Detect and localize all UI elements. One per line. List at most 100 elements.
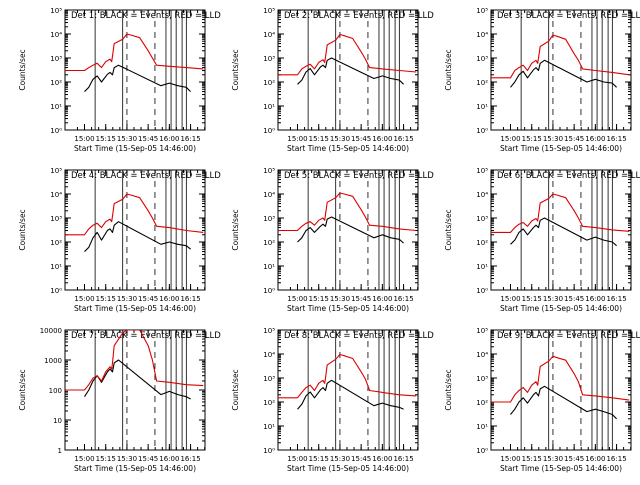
y-axis-label: Counts/sec [444,369,453,410]
y-tick-label: 10⁵ [476,7,488,15]
x-tick-label: 15:30 [117,295,137,303]
y-tick-label: 10³ [263,55,275,63]
x-tick-label: 16:00 [159,135,179,143]
x-tick-label: 16:15 [180,295,200,303]
y-tick-label: 10¹ [263,423,275,431]
x-tick-label: 15:30 [543,455,563,463]
y-tick-label: 10² [476,79,488,87]
series-line-events [297,379,404,410]
x-tick-label: 15:45 [138,135,158,143]
series-line-lld [491,193,630,233]
x-tick-label: 15:15 [96,455,116,463]
chart-panel-2: Det 2: BLACK = Events, RED = LLD 10⁰ 10¹ 10… [231,7,434,153]
y-tick-label: 10⁰ [476,127,488,135]
series-line-events [84,359,191,400]
y-tick-label: 1000 [44,357,62,365]
x-tick-label: 15:45 [564,135,584,143]
y-axis-label: Counts/sec [18,209,27,250]
y-tick-label: 10⁵ [50,7,62,15]
y-tick-label: 1 [58,447,62,455]
y-tick-label: 10⁰ [263,287,275,295]
x-tick-label: 16:00 [372,295,392,303]
y-tick-label: 10³ [50,55,62,63]
series-line-events [510,59,617,88]
y-axis-label: Counts/sec [18,49,27,90]
y-tick-label: 10⁴ [476,191,488,199]
x-tick-label: 15:00 [500,295,520,303]
series-line-lld [491,34,630,79]
x-tick-label: 15:15 [522,295,542,303]
series-line-events [510,217,617,247]
y-axis-label: Counts/sec [444,49,453,90]
x-tick-label: 15:00 [74,295,94,303]
x-tick-label: 16:00 [372,455,392,463]
chart-title: Det 2: BLACK = Events, RED = LLD [284,11,434,21]
y-tick-label: 100 [49,387,62,395]
x-axis-label: Start Time (15-Sep-05 14:46:00) [287,144,409,153]
axes-frame [490,329,632,451]
y-tick-label: 10 [53,417,62,425]
chart-title: Det 7: BLACK = Events, RED = LLD [71,331,221,341]
x-axis-label: Start Time (15-Sep-05 14:46:00) [74,464,196,473]
x-tick-label: 15:00 [500,135,520,143]
x-axis-label: Start Time (15-Sep-05 14:46:00) [74,144,196,153]
x-tick-label: 15:30 [543,135,563,143]
x-tick-label: 16:00 [585,295,605,303]
y-tick-label: 10000 [40,327,62,335]
x-tick-label: 16:00 [159,295,179,303]
data-layer [491,170,630,290]
y-tick-label: 10⁰ [476,287,488,295]
data-layer [278,170,417,290]
x-tick-label: 16:15 [180,455,200,463]
y-tick-label: 10³ [263,215,275,223]
chart-title: Det 9: BLACK = Events, RED = LLD [497,331,640,341]
data-layer [278,330,417,450]
y-tick-label: 10⁴ [263,351,275,359]
chart-title: Det 8: BLACK = Events, RED = LLD [284,331,434,341]
x-tick-label: 16:15 [393,455,413,463]
x-tick-label: 16:15 [606,135,626,143]
chart-panel-5: Det 5: BLACK = Events, RED = LLD 10⁰ 10¹ 10… [231,167,434,313]
data-layer [491,330,630,450]
x-tick-label: 15:00 [74,455,94,463]
x-axis-label: Start Time (15-Sep-05 14:46:00) [287,464,409,473]
chart-panel-1: Det 1: BLACK = Events, RED = LLD 10⁰ 10¹ 10… [18,7,221,153]
series-line-events [297,216,404,244]
y-axis-label: Counts/sec [231,209,240,250]
x-tick-label: 15:30 [117,455,137,463]
y-tick-label: 10⁵ [50,167,62,175]
x-tick-label: 15:15 [309,295,329,303]
data-layer [491,10,630,130]
y-tick-label: 10³ [476,375,488,383]
y-tick-label: 10⁴ [263,191,275,199]
x-tick-label: 16:15 [180,135,200,143]
series-line-lld [278,192,417,232]
x-tick-label: 15:15 [309,135,329,143]
y-tick-label: 10³ [476,215,488,223]
x-tick-label: 15:45 [564,455,584,463]
y-axis-label: Counts/sec [231,369,240,410]
series-line-events [84,64,191,92]
chart-title: Det 1: BLACK = Events, RED = LLD [71,11,221,21]
series-line-events [510,385,617,420]
y-tick-label: 10⁴ [476,31,488,39]
x-tick-label: 15:15 [309,455,329,463]
y-tick-label: 10¹ [476,423,488,431]
x-tick-label: 15:15 [522,135,542,143]
x-tick-label: 15:30 [117,135,137,143]
chart-panel-9: Det 9: BLACK = Events, RED = LLD 10⁰ 10¹ 10… [444,327,640,473]
axes-frame [277,329,419,451]
y-tick-label: 10⁵ [476,167,488,175]
y-tick-label: 10⁰ [263,127,275,135]
x-tick-label: 16:00 [372,135,392,143]
y-tick-label: 10³ [50,215,62,223]
series-line-lld [65,33,204,72]
x-axis-label: Start Time (15-Sep-05 14:46:00) [74,304,196,313]
y-tick-label: 10⁴ [476,351,488,359]
series-line-lld [491,355,630,403]
y-tick-label: 10¹ [50,263,62,271]
axes-frame [64,329,206,451]
series-line-lld [278,353,417,399]
y-tick-label: 10² [263,79,275,87]
